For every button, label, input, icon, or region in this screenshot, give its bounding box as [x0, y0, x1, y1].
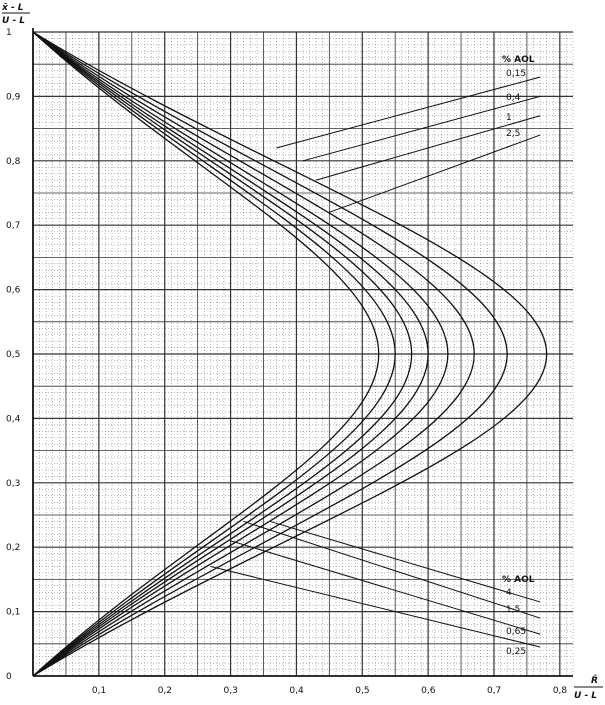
- chart-grid: [32, 31, 574, 677]
- top-legend-leader: [316, 115, 541, 181]
- y-tick-label: 0,6: [6, 286, 21, 296]
- x-tick-label: 0,5: [355, 686, 369, 696]
- series-curve: [32, 31, 380, 677]
- y-tick-label: 0,2: [6, 543, 20, 553]
- x-axis-title-numerator: R̄: [591, 674, 598, 686]
- series-curve: [32, 31, 548, 677]
- chart-curves: [32, 31, 548, 677]
- top-legend-label: 0,15: [506, 69, 526, 79]
- top-legend-leader: [302, 95, 541, 162]
- top-legend-leader: [276, 76, 541, 149]
- top-legend-leader: [329, 134, 541, 213]
- y-tick-label: 0: [6, 672, 12, 682]
- bottom-legend-leader: [230, 540, 541, 635]
- series-curve: [32, 31, 508, 677]
- series-curve: [32, 31, 429, 677]
- x-tick-label: 0,1: [92, 686, 106, 696]
- bottom-legend-leader: [269, 520, 541, 603]
- x-tick-label: 0,4: [289, 686, 304, 696]
- y-tick-label: 0,5: [6, 350, 20, 360]
- x-axis-title-denominator: U - L: [574, 691, 597, 701]
- bottom-legend-label: 1,5: [506, 605, 520, 615]
- bottom-legend-label: 0,25: [506, 647, 526, 657]
- top-legend-label: 0,4: [506, 93, 521, 103]
- y-tick-label: 0,9: [6, 92, 21, 102]
- bottom-legend-leader: [210, 566, 541, 648]
- top-legend-label: 1: [506, 113, 512, 123]
- y-axis-title-numerator: x̄ - L: [1, 3, 24, 13]
- y-tick-label: 0,8: [6, 157, 21, 167]
- y-tick-label: 0,3: [6, 479, 20, 489]
- y-tick-label: 0,4: [6, 414, 21, 424]
- chart-axes: [32, 28, 573, 677]
- top-legend-title: % AOL: [502, 55, 535, 65]
- bottom-legend-title: % AOL: [502, 575, 535, 585]
- top-legend-label: 2,5: [506, 129, 520, 139]
- y-tick-label: 0,7: [6, 221, 20, 231]
- bottom-legend-label: 0,65: [506, 627, 526, 637]
- x-tick-label: 0,2: [158, 686, 172, 696]
- y-tick-label: 0,1: [6, 608, 20, 618]
- bottom-legend-label: 4: [506, 588, 512, 598]
- y-axis-title-denominator: U - L: [2, 16, 25, 26]
- series-curve: [32, 31, 396, 677]
- series-curve: [32, 31, 449, 677]
- chart-labels: 0 0,1 0,2 0,3 0,4 0,5 0,6 0,7 0,8 0,9 1 0,1 0,2 0,3 0,…: [1, 3, 603, 701]
- x-tick-label: 0,7: [487, 686, 501, 696]
- series-curve: [32, 31, 413, 677]
- x-tick-label: 0,8: [553, 686, 568, 696]
- x-tick-label: 0,3: [224, 686, 238, 696]
- x-tick-label: 0,6: [421, 686, 436, 696]
- bottom-legend-leader: [243, 520, 541, 619]
- series-curve: [32, 31, 475, 677]
- y-tick-label: 1: [6, 28, 12, 38]
